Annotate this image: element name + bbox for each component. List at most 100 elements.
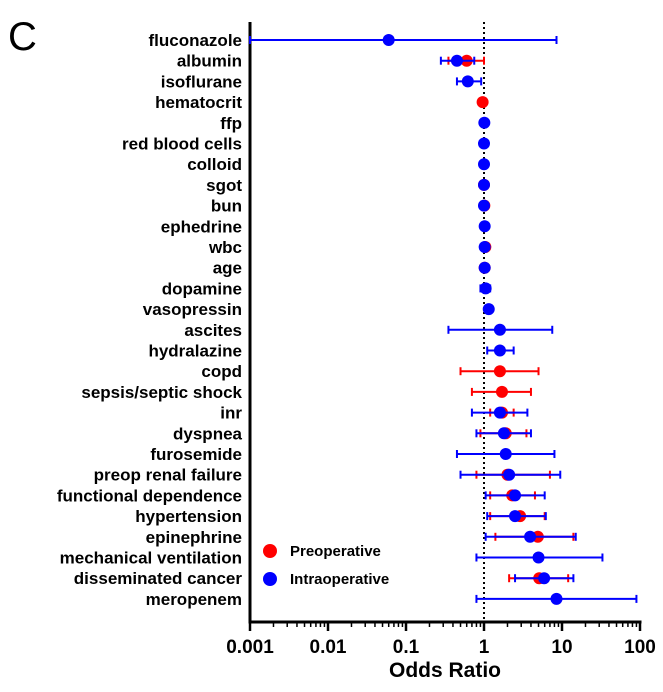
odds-ratio-dot xyxy=(493,323,506,336)
odds-ratio-dot xyxy=(461,75,474,88)
odds-ratio-dot xyxy=(503,468,516,481)
point-intraoperative-hypertension xyxy=(486,510,547,523)
legend: Preoperative Intraoperative xyxy=(263,543,389,588)
odds-ratio-dot xyxy=(532,551,545,564)
point-intraoperative-ephedrine xyxy=(478,220,491,233)
point-intraoperative-inr xyxy=(470,406,529,419)
legend-label-intraoperative: Intraoperative xyxy=(290,571,389,588)
category-label-vasopressin: vasopressin xyxy=(143,300,242,319)
point-intraoperative-bun xyxy=(478,199,490,212)
point-intraoperative-hydralazine xyxy=(486,344,515,357)
point-intraoperative-isoflurane xyxy=(455,75,483,88)
point-intraoperative-ascites xyxy=(447,323,554,336)
point-intraoperative-dopamine xyxy=(479,282,492,295)
point-intraoperative-dyspnea xyxy=(475,427,532,440)
odds-ratio-dot xyxy=(478,220,491,233)
category-label-albumin: albumin xyxy=(177,52,242,71)
odds-ratio-dot xyxy=(509,489,522,502)
x-tick-label: 0.001 xyxy=(226,637,274,658)
category-label-age: age xyxy=(213,259,242,278)
category-label-sepsis-septic-shock: sepsis/septic shock xyxy=(81,383,242,402)
category-label-dopamine: dopamine xyxy=(162,279,242,298)
odds-ratio-dot xyxy=(493,365,506,378)
point-intraoperative-colloid xyxy=(478,158,490,171)
point-intraoperative-epinephrine xyxy=(484,530,577,543)
point-intraoperative-vasopressin xyxy=(482,303,495,316)
odds-ratio-dot xyxy=(493,406,506,419)
point-intraoperative-disseminated-cancer xyxy=(514,572,575,585)
category-label-copd: copd xyxy=(201,362,242,381)
odds-ratio-dot xyxy=(450,54,463,67)
category-label-hematocrit: hematocrit xyxy=(155,93,242,112)
odds-ratio-dot xyxy=(538,572,551,585)
category-label-red-blood-cells: red blood cells xyxy=(122,135,242,154)
category-label-functional-dependence: functional dependence xyxy=(57,486,242,505)
category-label-disseminated-cancer: disseminated cancer xyxy=(74,569,243,588)
odds-ratio-dot xyxy=(478,158,490,171)
point-intraoperative-albumin xyxy=(439,54,476,67)
point-intraoperative-red-blood-cells xyxy=(478,137,490,150)
x-axis-label: Odds Ratio xyxy=(389,659,501,682)
point-intraoperative-meropenem xyxy=(475,592,638,605)
panel-label: C xyxy=(8,15,37,59)
odds-ratio-dot xyxy=(478,178,490,191)
odds-ratio-dot xyxy=(495,385,508,398)
x-tick-label: 10 xyxy=(551,637,572,658)
odds-ratio-dot xyxy=(479,282,492,295)
category-label-furosemide: furosemide xyxy=(150,445,242,464)
odds-ratio-dot xyxy=(499,448,512,460)
point-preoperative-copd xyxy=(459,365,540,378)
legend-label-preoperative: Preoperative xyxy=(290,543,381,560)
odds-ratio-dot xyxy=(550,592,563,605)
x-tick-label: 0.1 xyxy=(393,637,420,658)
odds-ratio-dot xyxy=(524,530,537,543)
point-intraoperative-mechanical-ventilation xyxy=(475,551,604,564)
category-label-mechanical-ventilation: mechanical ventilation xyxy=(60,549,242,568)
legend-marker-preoperative xyxy=(263,544,277,558)
point-intraoperative-preop-renal-failure xyxy=(459,468,562,481)
odds-ratio-dot xyxy=(478,241,491,253)
point-intraoperative-wbc xyxy=(478,241,491,253)
point-intraoperative-fluconazole xyxy=(249,34,558,46)
category-label-preop-renal-failure: preop renal failure xyxy=(94,466,242,485)
odds-ratio-dot xyxy=(476,96,489,109)
legend-marker-intraoperative xyxy=(263,572,277,586)
odds-ratio-dot xyxy=(478,199,490,212)
odds-ratio-dot xyxy=(478,116,491,129)
category-label-sgot: sgot xyxy=(206,176,242,195)
category-label-epinephrine: epinephrine xyxy=(146,528,242,547)
point-intraoperative-ffp xyxy=(478,116,491,129)
category-label-inr: inr xyxy=(220,404,242,423)
category-label-ephedrine: ephedrine xyxy=(161,217,242,236)
category-label-hypertension: hypertension xyxy=(135,507,242,526)
point-intraoperative-furosemide xyxy=(455,448,556,460)
axes: 0.001 0.01 0.1 1 10 100 xyxy=(226,22,656,658)
category-label-hydralazine: hydralazine xyxy=(148,342,242,361)
category-label-colloid: colloid xyxy=(187,155,242,174)
category-label-isoflurane: isoflurane xyxy=(161,72,242,91)
odds-ratio-dot xyxy=(493,344,506,357)
category-label-meropenem: meropenem xyxy=(146,590,242,609)
x-tick-label: 1 xyxy=(479,637,490,658)
series-preoperative xyxy=(447,54,575,585)
category-label-bun: bun xyxy=(211,197,242,216)
category-label-wbc: wbc xyxy=(208,238,242,257)
odds-ratio-dot xyxy=(478,261,491,274)
category-label-ffp: ffp xyxy=(220,114,242,133)
x-tick-label: 100 xyxy=(624,637,656,658)
odds-ratio-dot xyxy=(497,427,510,440)
data-marks xyxy=(249,34,638,605)
point-intraoperative-functional-dependence xyxy=(484,489,546,502)
category-label-dyspnea: dyspnea xyxy=(173,424,243,443)
point-preoperative-sepsis-septic-shock xyxy=(470,385,532,398)
category-label-ascites: ascites xyxy=(184,321,242,340)
odds-ratio-dot xyxy=(509,510,522,523)
point-intraoperative-age xyxy=(478,261,491,274)
odds-ratio-dot xyxy=(482,303,495,316)
point-intraoperative-sgot xyxy=(478,178,490,191)
odds-ratio-dot xyxy=(382,34,395,46)
category-label-fluconazole: fluconazole xyxy=(148,31,242,50)
x-tick-label: 0.01 xyxy=(310,637,347,658)
